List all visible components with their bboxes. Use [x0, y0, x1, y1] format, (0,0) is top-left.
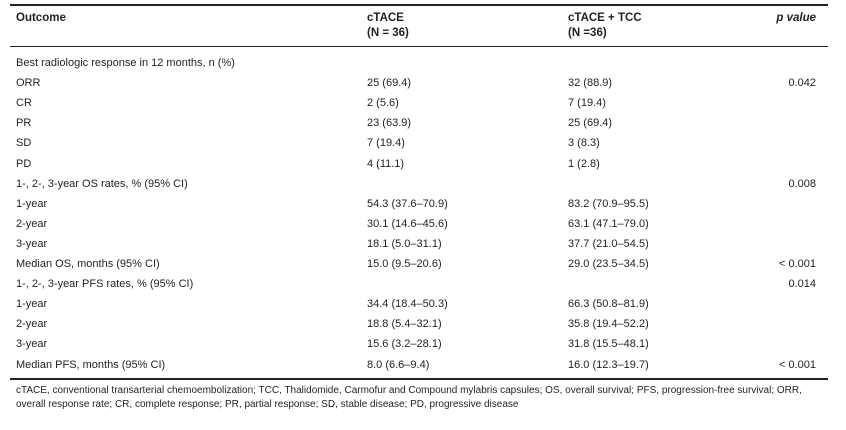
row-label: 1-year	[16, 298, 48, 310]
row-label: 1-, 2-, 3-year OS rates, % (95% CI)	[16, 178, 188, 190]
row-label: SD	[16, 137, 32, 149]
table-footnote: cTACE, conventional transarterial chemoe…	[16, 385, 802, 410]
row-label: PR	[16, 117, 32, 129]
cell-ctace-tcc: 66.3 (50.8–81.9)	[568, 298, 649, 310]
row-label: 1-, 2-, 3-year PFS rates, % (95% CI)	[16, 278, 194, 290]
cell-ctace-tcc: 37.7 (21.0–54.5)	[568, 238, 649, 250]
cell-ctace: 8.0 (6.6–9.4)	[367, 359, 430, 371]
cell-ctace-tcc: 7 (19.4)	[568, 97, 606, 109]
table-top-rule	[10, 4, 828, 6]
cell-p-value: 0.014	[788, 278, 816, 290]
cell-ctace: 15.6 (3.2–28.1)	[367, 338, 442, 350]
header-ctace-n: (N = 36)	[367, 27, 409, 39]
cell-ctace: 34.4 (18.4–50.3)	[367, 298, 448, 310]
cell-ctace: 4 (11.1)	[367, 158, 405, 170]
cell-ctace: 7 (19.4)	[367, 137, 405, 149]
cell-ctace: 15.0 (9.5–20.6)	[367, 258, 442, 270]
cell-ctace-tcc: 16.0 (12.3–19.7)	[568, 359, 649, 371]
cell-p-value: < 0.001	[778, 359, 816, 371]
header-bottom-rule	[10, 46, 828, 47]
cell-ctace: 23 (63.9)	[367, 117, 412, 129]
header-ctace: cTACE	[367, 12, 404, 24]
row-label: 2-year	[16, 318, 48, 330]
cell-ctace: 2 (5.6)	[367, 97, 399, 109]
header-ctace-tcc-n: (N =36)	[568, 27, 607, 39]
cell-ctace: 18.8 (5.4–32.1)	[367, 318, 442, 330]
cell-ctace: 18.1 (5.0–31.1)	[367, 238, 442, 250]
cell-p-value: 0.008	[788, 178, 816, 190]
cell-ctace-tcc: 83.2 (70.9–95.5)	[568, 198, 649, 210]
cell-ctace-tcc: 25 (69.4)	[568, 117, 613, 129]
cell-ctace-tcc: 3 (8.3)	[568, 137, 600, 149]
row-label: 1-year	[16, 198, 48, 210]
row-label: CR	[16, 97, 32, 109]
cell-ctace-tcc: 35.8 (19.4–52.2)	[568, 318, 649, 330]
row-label: Median OS, months (95% CI)	[16, 258, 160, 270]
row-label: 2-year	[16, 218, 48, 230]
header-outcome: Outcome	[16, 12, 66, 24]
cell-ctace-tcc: 29.0 (23.5–34.5)	[568, 258, 649, 270]
cell-ctace: 54.3 (37.6–70.9)	[367, 198, 448, 210]
row-label: 3-year	[16, 338, 48, 350]
cell-p-value: < 0.001	[778, 258, 816, 270]
cell-ctace-tcc: 32 (88.9)	[568, 77, 613, 89]
row-label: ORR	[16, 77, 41, 89]
header-p-value: p value	[776, 12, 816, 24]
cell-p-value: 0.042	[788, 77, 816, 89]
cell-ctace-tcc: 63.1 (47.1–79.0)	[568, 218, 649, 230]
cell-ctace: 30.1 (14.6–45.6)	[367, 218, 448, 230]
row-label: Median PFS, months (95% CI)	[16, 359, 166, 371]
table-bottom-rule	[10, 378, 828, 380]
row-label: PD	[16, 158, 32, 170]
cell-ctace: 25 (69.4)	[367, 77, 412, 89]
row-label: Best radiologic response in 12 months, n…	[16, 57, 235, 69]
cell-ctace-tcc: 31.8 (15.5–48.1)	[568, 338, 649, 350]
header-ctace-tcc: cTACE + TCC	[568, 12, 642, 24]
cell-ctace-tcc: 1 (2.8)	[568, 158, 600, 170]
row-label: 3-year	[16, 238, 48, 250]
